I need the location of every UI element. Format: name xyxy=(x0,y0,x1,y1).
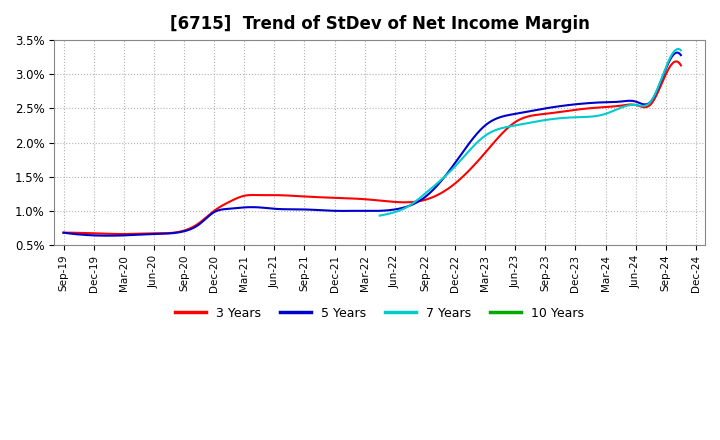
7 Years xyxy=(518,121,527,127)
Line: 3 Years: 3 Years xyxy=(63,62,681,234)
3 Years xyxy=(59,230,68,235)
7 Years xyxy=(521,121,529,126)
3 Years xyxy=(395,199,403,205)
7 Years xyxy=(677,48,685,53)
7 Years xyxy=(622,103,631,109)
Legend: 3 Years, 5 Years, 7 Years, 10 Years: 3 Years, 5 Years, 7 Years, 10 Years xyxy=(170,302,590,325)
Title: [6715]  Trend of StDev of Net Income Margin: [6715] Trend of StDev of Net Income Marg… xyxy=(170,15,590,33)
7 Years xyxy=(674,46,683,51)
3 Years xyxy=(677,63,685,68)
3 Years xyxy=(357,196,366,202)
3 Years xyxy=(354,196,362,202)
5 Years xyxy=(428,188,436,193)
3 Years xyxy=(663,69,672,74)
5 Years xyxy=(677,52,685,58)
7 Years xyxy=(670,49,678,55)
7 Years xyxy=(375,213,384,218)
3 Years xyxy=(117,231,126,237)
5 Years xyxy=(567,102,575,107)
5 Years xyxy=(673,50,682,55)
5 Years xyxy=(357,208,366,213)
7 Years xyxy=(554,116,563,121)
5 Years xyxy=(59,230,68,235)
Line: 7 Years: 7 Years xyxy=(379,49,681,216)
5 Years xyxy=(663,63,672,68)
5 Years xyxy=(395,206,403,211)
3 Years xyxy=(567,108,575,113)
5 Years xyxy=(104,233,112,238)
5 Years xyxy=(354,208,362,213)
3 Years xyxy=(428,195,436,200)
3 Years xyxy=(672,59,680,64)
Line: 5 Years: 5 Years xyxy=(63,52,681,236)
7 Years xyxy=(539,118,547,123)
